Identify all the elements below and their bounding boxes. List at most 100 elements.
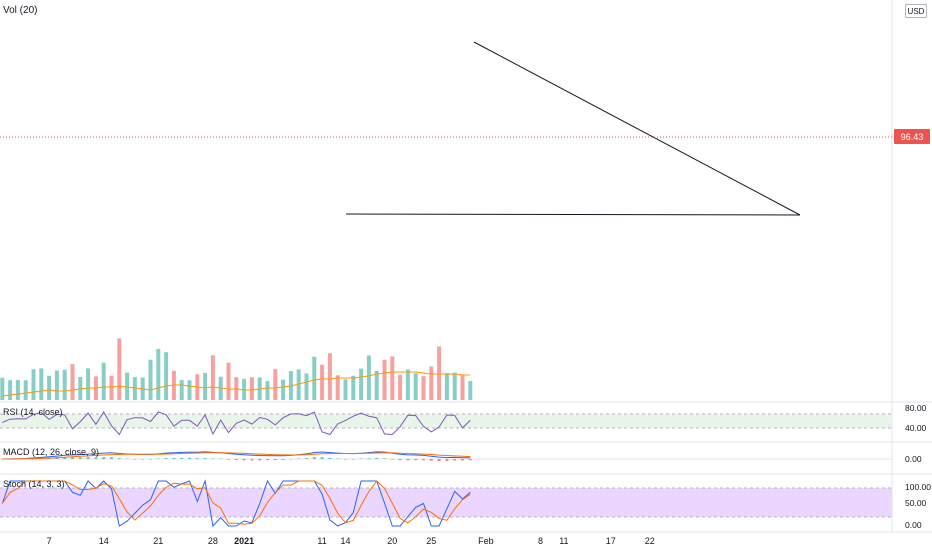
macd-histogram-bar [437,459,441,462]
volume-bar [31,369,36,400]
macd-histogram-bar [149,459,152,460]
rsi-tick-label: 80.00 [905,403,927,413]
volume-bar [437,346,442,400]
macd-histogram-bar [367,458,371,459]
macd-histogram-bar [133,459,137,460]
volume-bar [351,375,356,400]
macd-histogram-bar [63,457,67,459]
macd-histogram-bar [172,457,176,459]
macd-histogram-bar [102,457,106,459]
macd-title: MACD (12, 26, close, 9) [3,447,100,457]
macd-histogram-bar [94,457,98,459]
indicator-axis: 80.00 40.00 0.00 100.00 50.00 0.00 [905,403,931,530]
volume-bar [405,369,410,400]
volume-bar [156,348,161,400]
time-tick-label: 20 [387,536,397,546]
time-tick-label: Feb [478,536,494,546]
volume-bar [78,376,83,400]
macd-histogram-bar [242,459,246,461]
macd-histogram-bar [86,457,90,459]
macd-signal-line [2,452,471,460]
volume-bar [109,375,114,400]
macd-histogram-bar [164,458,168,459]
macd-histogram-bar [141,459,145,460]
stoch-d-line [1,480,471,525]
time-tick-label: 11 [559,536,568,546]
volume-bar [327,353,332,400]
macd-histogram-bar [211,458,215,459]
time-tick-label: 7 [47,536,52,546]
macd-histogram-bar [289,459,293,460]
volume-bar [242,378,247,400]
volume-bar [8,380,13,400]
volume-bar [15,379,20,400]
time-tick-label: 25 [426,536,436,546]
volume-label: Vol (20) [3,5,38,16]
volume-bar [374,370,379,400]
macd-histogram-bar [328,457,332,459]
time-tick-label: 21 [153,536,163,546]
macd-histogram-bar [359,458,363,459]
macd-histogram-bar [156,458,160,459]
volume-bar [210,355,215,400]
macd-histogram-bar [125,458,129,459]
volume-bar [164,352,169,400]
stoch-band [0,488,892,517]
time-tick-label: 8 [538,536,543,546]
macd-histogram-bar [227,459,230,460]
volume-bar [398,374,403,400]
macd-histogram-bar [320,457,324,459]
macd-histogram-bar [234,459,238,461]
macd-histogram-bar [110,457,113,459]
currency-badge[interactable]: USD [905,4,927,18]
macd-histogram-bar [78,457,82,459]
macd-histogram-bar [305,458,308,459]
volume-bar [366,355,371,400]
macd-histogram-bar [281,459,285,460]
volume-bar [359,368,364,400]
macd-histogram-bar [468,459,472,461]
volume-bar [429,366,434,400]
volume-bar [390,356,395,400]
volume-bar [62,369,67,400]
macd-histogram-bar [344,459,347,460]
volume-bar [335,375,340,400]
price-pane [0,0,892,402]
macd-histogram-bar [180,457,184,459]
volume-bar [265,381,270,400]
volume-bar [413,373,418,400]
macd-histogram-bar [406,459,410,461]
time-axis: 7 14 21 28 2021 11 14 20 25 Feb 8 11 17 22 [47,536,655,546]
volume-bar [273,369,278,400]
volume-ma-line [2,371,471,397]
indicators [0,457,472,462]
volume-bar [179,380,184,400]
volume-bar [343,379,348,400]
macd-histogram-bar [461,459,464,461]
volume-bar [0,377,5,400]
macd-histogram-bar [383,458,386,459]
time-tick-label: 14 [340,536,350,546]
macd-histogram-bar [336,458,340,459]
volume-bar [249,377,254,400]
support-line [345,213,801,216]
macd-tick-label: 0.00 [905,454,922,464]
volume-bar [117,338,122,400]
rsi-tick-label: 40.00 [905,423,927,433]
macd-histogram-bar [71,457,74,459]
volume-bar [296,369,301,400]
volume-bar [23,380,28,400]
macd-histogram-bar [398,459,402,461]
volume-bar [421,376,426,400]
stoch-k-line [1,479,471,528]
volume-bar [312,356,317,400]
volume-bar [382,359,387,400]
last-price-tag [894,129,930,144]
stoch-title: Stoch (14, 3, 3) [3,479,65,489]
volume-bar [444,373,449,400]
volume-bar [452,372,457,400]
macd-histogram-bar [429,459,433,461]
stoch-tick-label: 0.00 [905,520,922,530]
volume-bar [468,380,473,400]
